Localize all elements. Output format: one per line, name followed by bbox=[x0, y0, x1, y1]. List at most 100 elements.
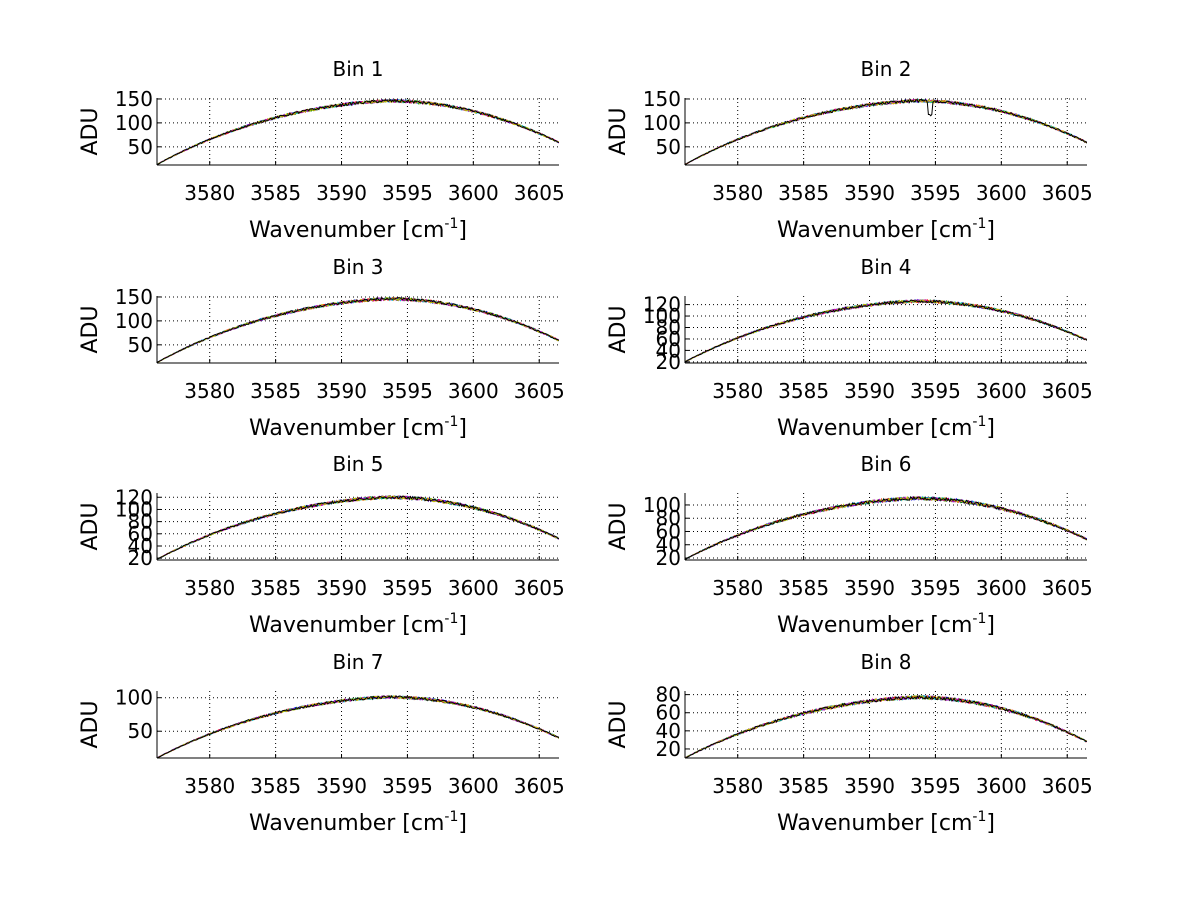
y-tick-label: 20 bbox=[128, 546, 153, 570]
x-tick-label: 3600 bbox=[448, 774, 499, 798]
x-tick-label: 3580 bbox=[712, 379, 763, 403]
y-tick-label: 150 bbox=[115, 285, 153, 309]
y-tick-label: 40 bbox=[656, 533, 681, 557]
spectrum-line-6 bbox=[685, 98, 1087, 165]
y-axis-label: ADU bbox=[78, 107, 103, 155]
x-tick-label: 3590 bbox=[316, 774, 367, 798]
subplot-title: Bin 4 bbox=[860, 255, 911, 279]
x-tick-label: 3590 bbox=[844, 576, 895, 600]
spectrum-line-7 bbox=[685, 299, 1087, 363]
spectrum-line-7 bbox=[157, 495, 559, 560]
y-axis-label: ADU bbox=[606, 700, 631, 748]
y-tick-label: 40 bbox=[128, 534, 153, 558]
x-tick-label: 3590 bbox=[316, 379, 367, 403]
x-tick-label: 3605 bbox=[514, 774, 565, 798]
spectrum-line-7 bbox=[685, 694, 1087, 758]
y-tick-label: 100 bbox=[115, 111, 153, 135]
x-tick-label: 3605 bbox=[514, 576, 565, 600]
x-axis-label: Wavenumber [cm-1] bbox=[249, 611, 467, 638]
spectrum-line-7 bbox=[157, 98, 559, 165]
x-tick-label: 3600 bbox=[976, 576, 1027, 600]
x-axis-label: Wavenumber [cm-1] bbox=[777, 414, 995, 441]
x-tick-label: 3600 bbox=[976, 181, 1027, 205]
subplot-title: Bin 6 bbox=[860, 452, 911, 476]
y-tick-label: 100 bbox=[643, 493, 681, 517]
x-tick-label: 3595 bbox=[910, 774, 961, 798]
x-tick-label: 3585 bbox=[778, 576, 829, 600]
x-tick-label: 3590 bbox=[844, 774, 895, 798]
y-tick-label: 40 bbox=[656, 719, 681, 743]
x-tick-label: 3595 bbox=[382, 181, 433, 205]
x-tick-label: 3605 bbox=[514, 379, 565, 403]
x-tick-label: 3580 bbox=[712, 576, 763, 600]
y-tick-label: 120 bbox=[115, 485, 153, 509]
x-axis-label: Wavenumber [cm-1] bbox=[777, 216, 995, 243]
x-tick-label: 3605 bbox=[1042, 774, 1093, 798]
y-tick-label: 60 bbox=[128, 522, 153, 546]
x-tick-label: 3600 bbox=[976, 379, 1027, 403]
x-tick-label: 3595 bbox=[382, 379, 433, 403]
x-tick-label: 3585 bbox=[778, 181, 829, 205]
y-tick-label: 60 bbox=[656, 701, 681, 725]
y-tick-label: 60 bbox=[656, 519, 681, 543]
x-axis-label: Wavenumber [cm-1] bbox=[777, 809, 995, 836]
subplot-title: Bin 2 bbox=[860, 57, 911, 81]
y-tick-label: 80 bbox=[656, 506, 681, 530]
y-tick-label: 80 bbox=[128, 510, 153, 534]
y-axis-label: ADU bbox=[606, 502, 631, 550]
y-axis-label: ADU bbox=[78, 700, 103, 748]
y-axis-label: ADU bbox=[606, 305, 631, 353]
x-axis-label: Wavenumber [cm-1] bbox=[249, 414, 467, 441]
y-tick-label: 60 bbox=[656, 327, 681, 351]
spectrum-line-7 bbox=[685, 495, 1087, 560]
spectrum-line-7 bbox=[157, 694, 559, 758]
subplot-title: Bin 8 bbox=[860, 650, 911, 674]
x-tick-label: 3590 bbox=[844, 181, 895, 205]
x-tick-label: 3600 bbox=[976, 774, 1027, 798]
y-tick-label: 100 bbox=[115, 309, 153, 333]
y-tick-label: 80 bbox=[656, 683, 681, 707]
y-tick-label: 50 bbox=[128, 135, 153, 159]
x-tick-label: 3580 bbox=[712, 181, 763, 205]
y-tick-label: 50 bbox=[656, 135, 681, 159]
x-tick-label: 3580 bbox=[184, 576, 235, 600]
subplot-title: Bin 3 bbox=[332, 255, 383, 279]
x-tick-label: 3595 bbox=[910, 576, 961, 600]
y-tick-label: 150 bbox=[115, 87, 153, 111]
y-tick-label: 120 bbox=[643, 293, 681, 317]
x-axis-label: Wavenumber [cm-1] bbox=[249, 216, 467, 243]
y-axis-label: ADU bbox=[606, 107, 631, 155]
x-tick-label: 3585 bbox=[250, 379, 301, 403]
y-axis-label: ADU bbox=[78, 502, 103, 550]
y-tick-label: 80 bbox=[656, 315, 681, 339]
subplot-bin-4: Bin 4 3580 3585 3590 3595 3600 3605 20406080100… bbox=[606, 255, 1093, 441]
x-tick-label: 3595 bbox=[382, 576, 433, 600]
x-tick-label: 3580 bbox=[184, 379, 235, 403]
x-tick-label: 3585 bbox=[250, 774, 301, 798]
x-tick-label: 3585 bbox=[778, 379, 829, 403]
x-tick-label: 3590 bbox=[316, 576, 367, 600]
x-tick-label: 3580 bbox=[712, 774, 763, 798]
x-tick-label: 3600 bbox=[448, 181, 499, 205]
x-tick-label: 3580 bbox=[184, 181, 235, 205]
x-tick-label: 3605 bbox=[1042, 181, 1093, 205]
y-tick-label: 40 bbox=[656, 338, 681, 362]
subplot-title: Bin 5 bbox=[332, 452, 383, 476]
x-tick-label: 3595 bbox=[910, 379, 961, 403]
x-tick-label: 3595 bbox=[382, 774, 433, 798]
subplot-bin-5: Bin 5 3580 3585 3590 3595 3600 3605 20406080100… bbox=[78, 452, 565, 638]
x-tick-label: 3600 bbox=[448, 576, 499, 600]
y-tick-label: 150 bbox=[643, 87, 681, 111]
subplot-title: Bin 1 bbox=[332, 57, 383, 81]
x-tick-label: 3605 bbox=[1042, 379, 1093, 403]
x-axis-label: Wavenumber [cm-1] bbox=[777, 611, 995, 638]
x-tick-label: 3580 bbox=[184, 774, 235, 798]
spectrum-line-7 bbox=[157, 297, 559, 363]
y-axis-label: ADU bbox=[78, 305, 103, 353]
x-tick-label: 3595 bbox=[910, 181, 961, 205]
x-tick-label: 3605 bbox=[1042, 576, 1093, 600]
